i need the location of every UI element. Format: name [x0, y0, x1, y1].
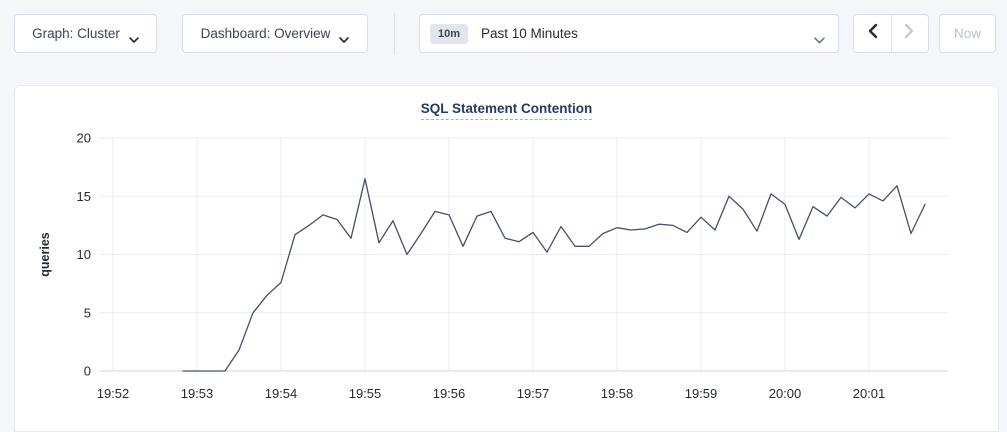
graph-dropdown-label: Graph: Cluster [32, 26, 120, 41]
chevron-right-icon [904, 23, 915, 44]
toolbar: Graph: Cluster Dashboard: Overview 10m P… [0, 0, 1007, 85]
next-time-button-disabled[interactable] [890, 15, 929, 52]
y-tick-label: 5 [84, 305, 91, 320]
time-range-badge: 10m [430, 23, 469, 44]
x-tick-label: 19:53 [181, 386, 214, 401]
now-button-label: Now [953, 26, 981, 41]
now-button[interactable]: Now [939, 14, 996, 53]
y-tick-label: 10 [77, 247, 91, 262]
prev-time-button[interactable] [854, 15, 891, 52]
x-tick-label: 20:00 [769, 386, 802, 401]
graph-dropdown[interactable]: Graph: Cluster [14, 14, 157, 53]
x-tick-label: 19:55 [349, 386, 382, 401]
chevron-down-icon [129, 31, 139, 43]
chevron-down-icon [814, 31, 825, 44]
x-tick-label: 19:57 [517, 386, 550, 401]
dashboard-dropdown[interactable]: Dashboard: Overview [182, 14, 368, 53]
x-tick-label: 19:52 [97, 386, 130, 401]
y-tick-label: 0 [84, 364, 91, 379]
x-tick-label: 19:58 [601, 386, 634, 401]
toolbar-divider [394, 13, 395, 55]
chart-title-row: SQL Statement Contention [15, 100, 998, 120]
chart-title[interactable]: SQL Statement Contention [420, 101, 593, 120]
x-tick-label: 19:56 [433, 386, 466, 401]
series-line-queries [182, 178, 926, 372]
sql-contention-line-chart[interactable]: 19:52 19:53 19:54 19:55 19:56 19:57 19:58 19:59… [15, 121, 1000, 421]
x-tick-label: 20:01 [853, 386, 886, 401]
chart-panel: SQL Statement Contention 19:52 19:53 19:54… [14, 85, 999, 432]
time-range-selector[interactable]: 10m Past 10 Minutes [419, 14, 839, 53]
time-step-button-group [853, 14, 929, 53]
chevron-down-icon [339, 31, 350, 43]
y-tick-label: 15 [77, 189, 91, 204]
dashboard-dropdown-label: Dashboard: Overview [200, 26, 331, 41]
chevron-left-icon [867, 23, 878, 44]
x-tick-label: 19:59 [685, 386, 718, 401]
x-tick-label: 19:54 [265, 386, 298, 401]
y-tick-label: 20 [77, 131, 91, 146]
y-axis-label: queries [38, 232, 52, 277]
time-range-label: Past 10 Minutes [481, 26, 578, 41]
